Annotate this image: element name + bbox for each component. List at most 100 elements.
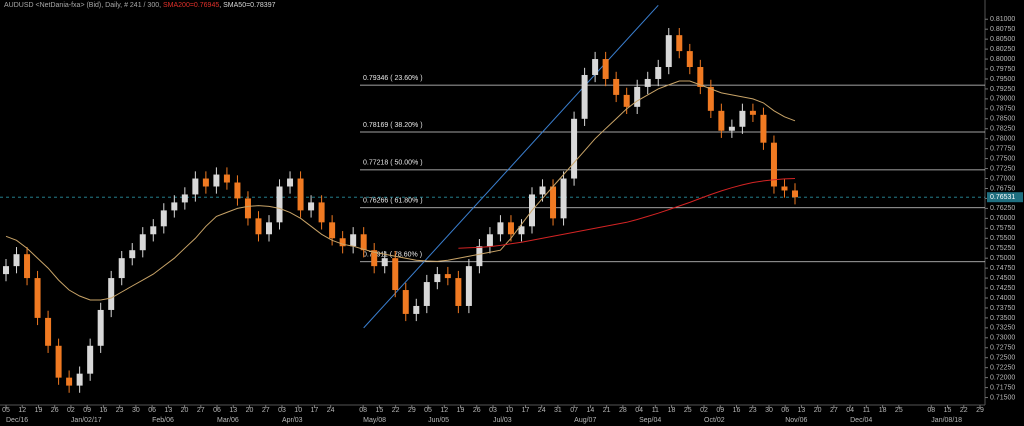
last-price-box — [987, 192, 1023, 203]
x-tick-label: 26 — [473, 407, 481, 414]
fib-label: 0.78169 ( 38.20% ) — [363, 122, 423, 129]
candle-body — [613, 78, 620, 95]
candle-body — [171, 202, 178, 211]
candle-body — [434, 274, 441, 283]
candle-body — [223, 174, 230, 183]
fib-label: 0.74911 ( 78.60% ) — [363, 252, 422, 259]
header-part: SMA200=0.76945 — [163, 2, 219, 9]
x-tick-label: 13 — [229, 407, 237, 414]
candle-body — [697, 67, 704, 87]
x-tick-label: 27 — [830, 407, 838, 414]
x-tick-label: 08 — [359, 407, 367, 414]
candle-body — [255, 218, 262, 235]
x-tick-label: 23 — [749, 407, 757, 414]
x-tick-label: 20 — [246, 407, 254, 414]
x-tick-label: 30 — [132, 407, 140, 414]
x-tick-label: 12 — [18, 407, 26, 414]
header-part: , SMA50=0.78397 — [219, 2, 275, 9]
y-tick-label: 0.75250 — [990, 245, 1015, 252]
x-tick-label: 13 — [798, 407, 806, 414]
candle-body — [760, 114, 767, 143]
y-tick-label: 0.76250 — [990, 205, 1015, 212]
candle-body — [518, 226, 525, 235]
candle-body — [623, 94, 630, 107]
candle-body — [739, 110, 746, 127]
x-tick-label: 19 — [35, 407, 43, 414]
x-tick-label: 06 — [148, 407, 156, 414]
candle-body — [792, 190, 798, 198]
y-tick-label: 0.80000 — [990, 56, 1015, 63]
x-tick-label: 02 — [700, 407, 708, 414]
y-tick-label: 0.74000 — [990, 295, 1015, 302]
x-tick-label: 04 — [846, 407, 854, 414]
x-tick-label: 22 — [392, 407, 400, 414]
y-tick-label: 0.76000 — [990, 215, 1015, 222]
x-tick-label: 09 — [716, 407, 724, 414]
y-tick-label: 0.77500 — [990, 155, 1015, 162]
x-tick-label: 11 — [652, 407, 659, 414]
x-month-label: Apr/03 — [282, 417, 303, 424]
candle-body — [665, 35, 672, 68]
x-tick-label: 03 — [278, 407, 286, 414]
candle-body — [486, 234, 493, 247]
candle-body — [392, 258, 399, 291]
x-tick-label: 12 — [440, 407, 448, 414]
candle-body — [129, 250, 136, 259]
x-tick-label: 15 — [944, 407, 952, 414]
candle-body — [266, 222, 272, 235]
x-month-label: Dec/16 — [6, 417, 28, 424]
candle-body — [234, 182, 241, 199]
y-tick-label: 0.73250 — [990, 325, 1015, 332]
y-tick-label: 0.80750 — [990, 26, 1015, 33]
x-tick-label: 10 — [294, 407, 302, 414]
candle-body — [413, 305, 420, 314]
y-tick-label: 0.77750 — [990, 146, 1015, 153]
candle-body — [602, 59, 609, 79]
candle-body — [707, 86, 714, 111]
candle-body — [3, 266, 9, 275]
candle-body — [276, 186, 283, 223]
candle-body — [76, 373, 83, 386]
y-tick-label: 0.78750 — [990, 106, 1015, 113]
x-month-label: Dec/04 — [850, 417, 872, 424]
x-tick-label: 28 — [619, 407, 627, 414]
candle-body — [381, 258, 388, 267]
candle-body — [655, 67, 662, 79]
x-tick-label: 19 — [457, 407, 465, 414]
x-tick-label: 16 — [100, 407, 108, 414]
y-tick-label: 0.74750 — [990, 265, 1015, 272]
x-month-label: Jun/05 — [428, 417, 449, 424]
candle-body — [118, 258, 125, 279]
x-tick-label: 23 — [116, 407, 124, 414]
x-month-label: Jul/03 — [493, 417, 512, 424]
x-tick-label: 16 — [733, 407, 741, 414]
candle-body — [676, 35, 683, 52]
fib-label: 0.79346 ( 23.60% ) — [363, 75, 423, 82]
x-tick-label: 06 — [213, 407, 221, 414]
x-tick-label: 25 — [895, 407, 903, 414]
moving-average-line — [5, 80, 796, 301]
y-tick-label: 0.79000 — [990, 96, 1015, 103]
x-tick-label: 13 — [164, 407, 172, 414]
x-tick-label: 20 — [181, 407, 189, 414]
candle-body — [308, 202, 315, 211]
x-tick-label: 31 — [554, 407, 562, 414]
candle-body — [213, 174, 220, 187]
x-month-label: Jan/02/17 — [71, 417, 102, 424]
x-tick-label: 08 — [927, 407, 935, 414]
x-tick-label: 17 — [522, 407, 530, 414]
x-month-label: Sep/04 — [639, 417, 661, 424]
candle-body — [108, 278, 115, 310]
x-tick-label: 18 — [668, 407, 676, 414]
candle-body — [181, 194, 188, 203]
candle-body — [728, 126, 735, 131]
candle-body — [423, 282, 430, 306]
candle-body — [55, 345, 62, 378]
y-tick-label: 0.73500 — [990, 315, 1015, 322]
x-tick-label: 25 — [684, 407, 692, 414]
x-month-label: Mar/06 — [217, 417, 239, 424]
y-tick-label: 0.76750 — [990, 185, 1015, 192]
moving-average-line — [458, 178, 796, 249]
y-tick-label: 0.72500 — [990, 355, 1015, 362]
x-tick-label: 29 — [976, 407, 984, 414]
